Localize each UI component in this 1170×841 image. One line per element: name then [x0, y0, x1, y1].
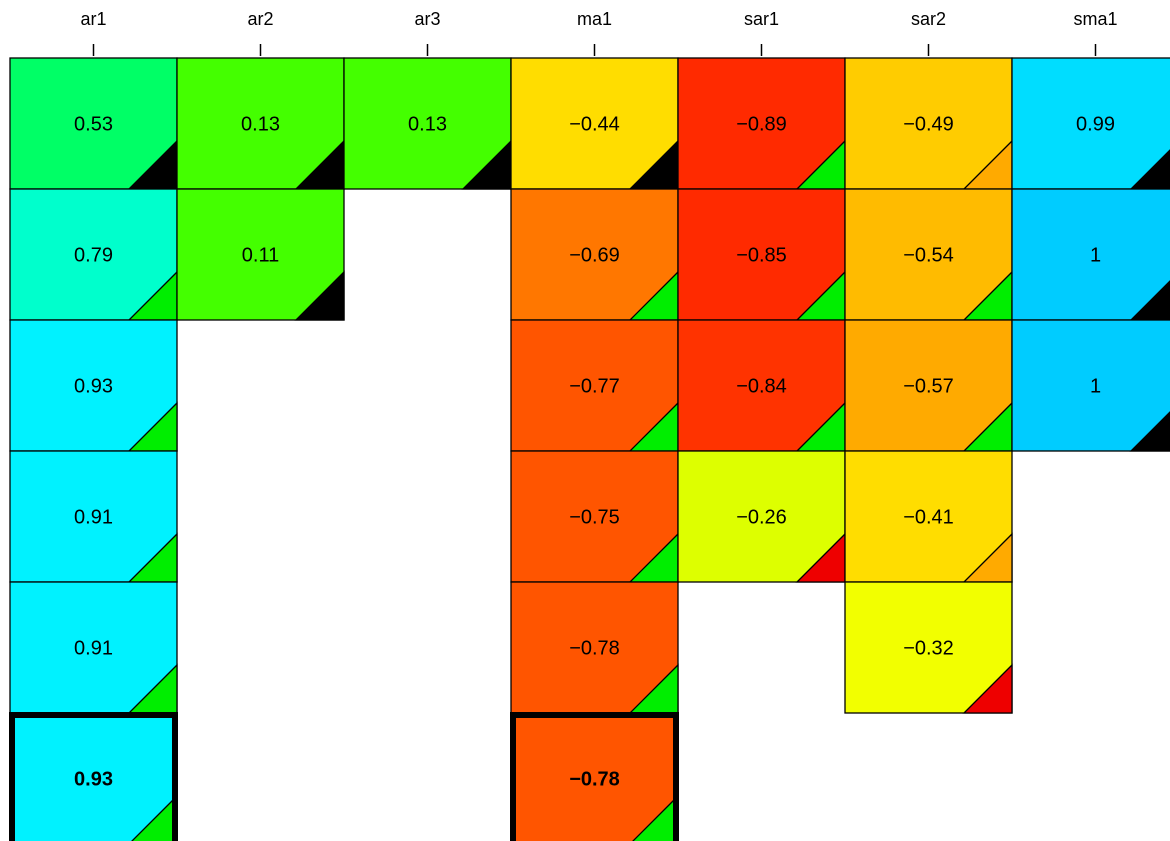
cell-corner-indicator	[294, 270, 345, 321]
heatmap-cell: −0.54	[844, 188, 1013, 321]
cell-background	[677, 450, 846, 583]
cell-background	[510, 450, 679, 583]
cell-value-label: −0.44	[569, 114, 620, 136]
cell-value-label: −0.78	[569, 769, 620, 791]
heatmap-cell: −0.41	[844, 450, 1013, 583]
cell-background	[510, 712, 679, 841]
cell-highlight-border	[510, 712, 679, 841]
heatmap-cell: −0.49	[844, 57, 1013, 190]
heatmap-cell: −0.77	[510, 319, 679, 452]
heatmap-cell: 1	[1011, 188, 1170, 321]
cell-value-label: 0.79	[74, 245, 113, 267]
cell-background	[844, 581, 1013, 714]
cell-value-label: 0.91	[74, 638, 113, 660]
heatmap-cell: −0.32	[844, 581, 1013, 714]
heatmap-cell: −0.57	[844, 319, 1013, 452]
heatmap-cell: 0.93	[9, 319, 178, 452]
heatmap-cell: 0.53	[9, 57, 178, 190]
cell-background	[9, 581, 178, 714]
column-label-ar2: ar2	[247, 9, 273, 29]
heatmap-cell: −0.78	[510, 581, 679, 714]
cell-background	[844, 450, 1013, 583]
column-label-ma1: ma1	[577, 9, 612, 29]
heatmap-cell: −0.44	[510, 57, 679, 190]
cell-value-label: 0.93	[74, 376, 113, 398]
heatmap-cell: −0.26	[677, 450, 846, 583]
cell-value-label: 1	[1090, 376, 1101, 398]
heatmap-cell: 0.91	[9, 581, 178, 714]
cell-background	[343, 57, 512, 190]
cell-background	[677, 188, 846, 321]
cell-value-label: 0.91	[74, 507, 113, 529]
cell-background	[844, 188, 1013, 321]
heatmap-cell: 1	[1011, 319, 1170, 452]
cell-value-label: 0.13	[241, 114, 280, 136]
cell-value-label: −0.77	[569, 376, 620, 398]
cell-value-label: −0.85	[736, 245, 787, 267]
cell-value-label: −0.78	[569, 638, 620, 660]
cell-value-label: −0.54	[903, 245, 954, 267]
cell-value-label: −0.75	[569, 507, 620, 529]
column-label-sar2: sar2	[911, 9, 946, 29]
cell-background	[844, 57, 1013, 190]
cell-value-label: 0.99	[1076, 114, 1115, 136]
column-label-sar1: sar1	[744, 9, 779, 29]
cell-value-label: 0.53	[74, 114, 113, 136]
heatmap-cell: −0.85	[677, 188, 846, 321]
cell-background	[1011, 188, 1170, 321]
heatmap-cell: 0.11	[176, 188, 345, 321]
cell-background	[844, 319, 1013, 452]
cell-value-label: −0.89	[736, 114, 787, 136]
heatmap-cell: 0.93	[9, 712, 178, 841]
column-label-sma1: sma1	[1073, 9, 1117, 29]
heatmap-cell: −0.75	[510, 450, 679, 583]
heatmap-cell: −0.89	[677, 57, 846, 190]
heatmap-cell: −0.78	[510, 712, 679, 841]
cell-value-label: −0.57	[903, 376, 954, 398]
column-label-ar1: ar1	[80, 9, 106, 29]
heatmap-cell: 0.13	[176, 57, 345, 190]
cell-value-label: −0.26	[736, 507, 787, 529]
cell-background	[9, 319, 178, 452]
cell-value-label: 0.11	[242, 245, 279, 267]
cell-value-label: −0.69	[569, 245, 620, 267]
cell-value-label: −0.84	[736, 376, 787, 398]
cell-background	[1011, 57, 1170, 190]
cell-background	[510, 581, 679, 714]
heatmap-cell: −0.69	[510, 188, 679, 321]
cell-corner-indicator	[1129, 411, 1170, 452]
cell-value-label: −0.41	[903, 507, 954, 529]
cell-highlight-border	[9, 712, 178, 841]
heatmap-cell: 0.79	[9, 188, 178, 321]
cell-background	[510, 188, 679, 321]
cell-background	[176, 57, 345, 190]
cell-background	[176, 188, 345, 321]
cell-value-label: −0.49	[903, 114, 954, 136]
column-label-ar3: ar3	[414, 9, 440, 29]
heatmap-cell: 0.13	[343, 57, 512, 190]
cell-background	[1011, 319, 1170, 452]
cell-background	[677, 319, 846, 452]
cell-background	[9, 188, 178, 321]
cell-value-label: 0.13	[408, 114, 447, 136]
heatmap-cell: −0.84	[677, 319, 846, 452]
cell-value-label: 0.93	[74, 769, 113, 791]
heatmap-cell: 0.99	[1011, 57, 1170, 190]
cell-corner-indicator	[962, 663, 1013, 714]
heatmap-cell: 0.91	[9, 450, 178, 583]
cell-value-label: 1	[1090, 245, 1101, 267]
cell-value-label: −0.32	[903, 638, 954, 660]
